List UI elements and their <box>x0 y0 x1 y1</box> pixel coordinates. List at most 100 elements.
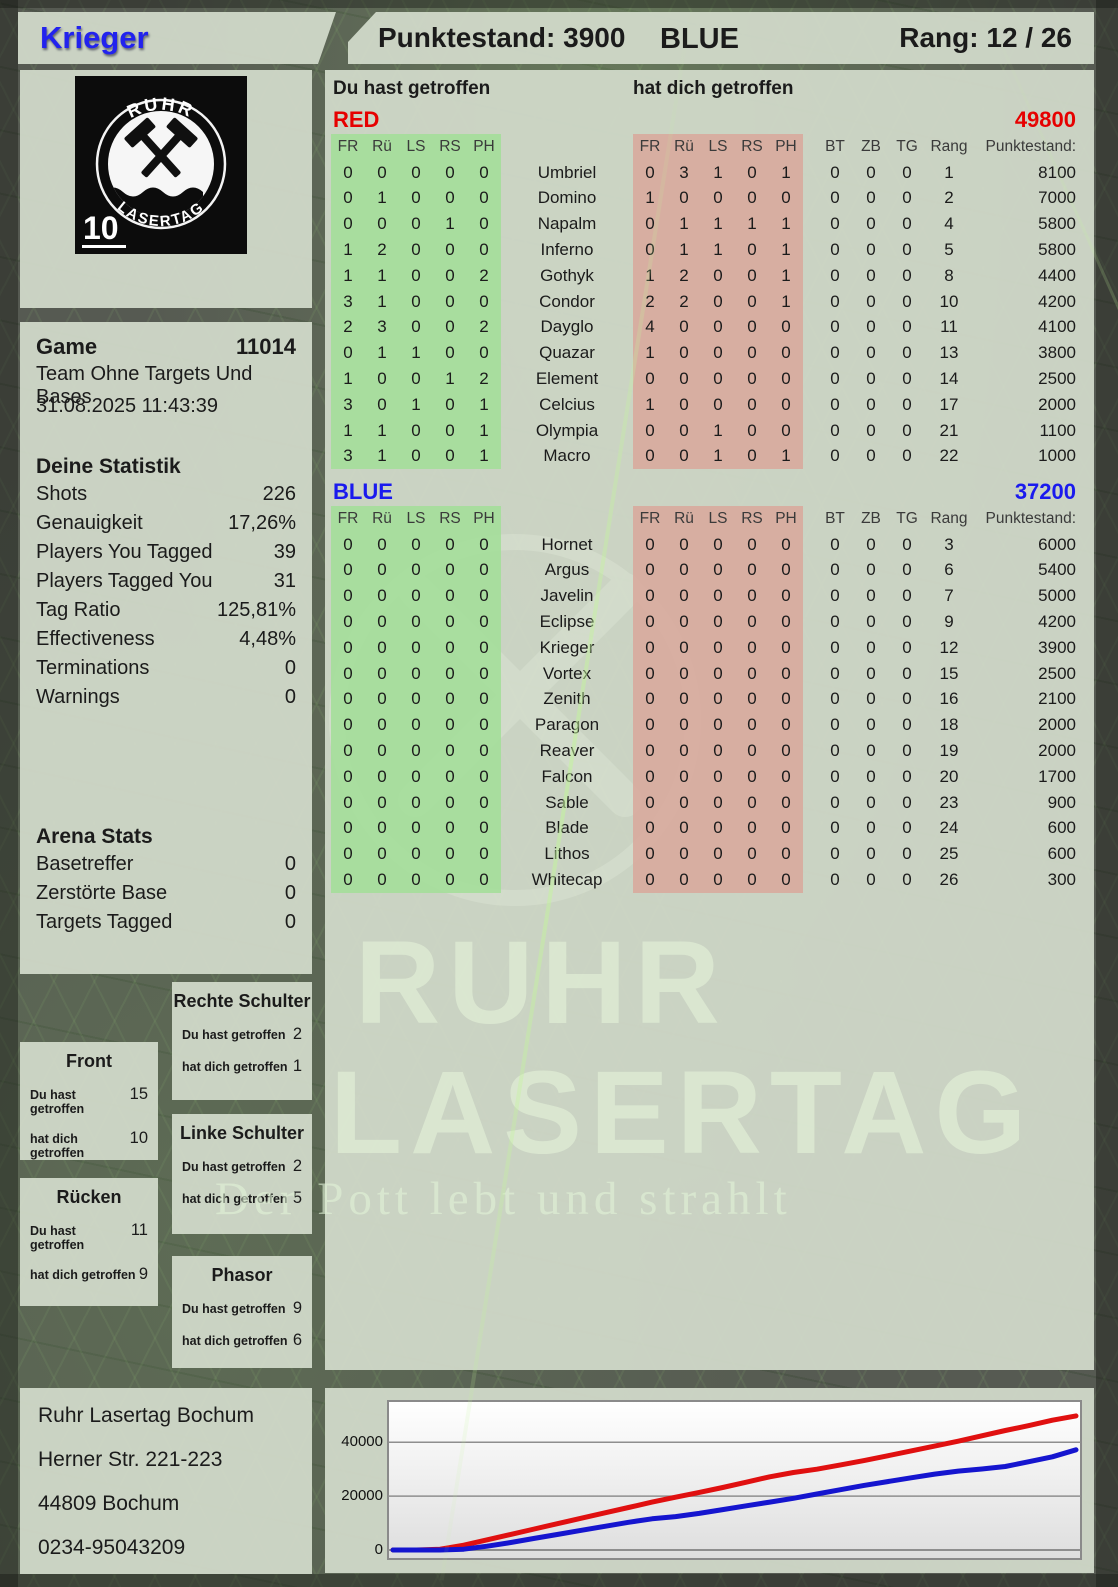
score-cell: 5400 <box>1038 560 1076 580</box>
you-hit-cell: 0 <box>467 867 501 893</box>
y-tick-label: 0 <box>374 1541 383 1558</box>
them-hit-cell: 0 <box>769 557 803 584</box>
you-hit-cell: 0 <box>467 609 501 635</box>
you-hit-cell: 0 <box>433 237 467 263</box>
you-hit-cell: 3 <box>331 391 365 418</box>
arena-row-value: 0 <box>284 911 296 933</box>
player-name-cell: Macro <box>543 446 591 466</box>
misc-cell: 0 <box>830 317 840 337</box>
them-hit-cell: 0 <box>769 609 803 635</box>
misc-cell: 0 <box>866 870 876 890</box>
team-total-score: 49800 <box>1014 107 1076 132</box>
you-hit-cell: 0 <box>365 660 399 687</box>
game-row: Game 11014 <box>20 334 312 363</box>
them-hit-cell: 1 <box>735 211 769 238</box>
them-hit-cell: 0 <box>735 340 769 367</box>
column-header: FR <box>331 134 365 160</box>
misc-cell: 0 <box>830 612 840 632</box>
you-hit-cell: 0 <box>399 159 433 186</box>
address-panel: Ruhr Lasertag Bochum Herner Str. 221-223 4… <box>20 1388 312 1574</box>
misc-cell: 0 <box>830 265 840 285</box>
them-hit-cell: 0 <box>633 634 667 661</box>
hit-zone-value: 9 <box>138 1265 148 1283</box>
score-cell: 4400 <box>1038 265 1076 285</box>
them-hit-cell: 0 <box>701 314 735 341</box>
them-hit-cell: 0 <box>667 609 701 635</box>
them-hit-cell: 0 <box>667 443 701 470</box>
you-hit-cell: 0 <box>467 815 501 842</box>
you-hit-cell: 1 <box>365 443 399 470</box>
you-hit-cell: 1 <box>365 185 399 212</box>
rank-cell: 14 <box>939 369 959 389</box>
them-hit-cell: 0 <box>735 185 769 212</box>
you-hit-cell: 0 <box>365 815 399 842</box>
them-hit-cell: 0 <box>633 712 667 739</box>
misc-cell: 0 <box>830 188 840 208</box>
them-hit-cell: 0 <box>667 583 701 610</box>
you-hit-cell: 0 <box>467 712 501 739</box>
team-title-row: RED 49800 <box>325 106 1094 134</box>
you-hit-cell: 0 <box>433 841 467 868</box>
them-hit-cell: 0 <box>667 557 701 584</box>
you-hit-cell: 0 <box>399 763 433 790</box>
column-header: FR <box>331 506 365 532</box>
you-hit-cell: 0 <box>399 583 433 610</box>
logo-badge-number: 10 <box>83 210 119 246</box>
them-hit-cell: 1 <box>769 211 803 238</box>
stat-row: Shots 226 <box>20 483 312 512</box>
you-hit-cell: 0 <box>433 417 467 444</box>
you-hit-cell: 0 <box>467 763 501 790</box>
address-line: Herner Str. 221-223 <box>38 1448 223 1471</box>
misc-cell: 0 <box>830 394 840 414</box>
misc-cell: 0 <box>902 766 912 786</box>
hit-zone-label: hat dich getroffen <box>182 1192 288 1206</box>
you-hit-cell: 0 <box>433 531 467 558</box>
misc-cell: 0 <box>866 369 876 389</box>
arena-rows: Basetreffer 0 Zerstörte Base 0 Targets Tagge… <box>20 853 312 940</box>
column-header: Rang <box>930 137 968 155</box>
them-hit-cell: 0 <box>633 583 667 610</box>
you-hit-cell: 0 <box>331 867 365 893</box>
player-row: 3 0 1 0 1 Celcius 1 0 0 0 0 0 0 0 17 2000 <box>325 391 1094 418</box>
them-hit-cell: 0 <box>769 841 803 868</box>
you-hit-cell: 0 <box>399 738 433 764</box>
you-hit-cell: 0 <box>433 686 467 713</box>
them-hit-cell: 0 <box>701 686 735 713</box>
hit-zone-row: Du hast getroffen 11 <box>20 1221 158 1252</box>
arena-row-label: Basetreffer <box>36 853 134 875</box>
score-cell: 1100 <box>1039 420 1076 440</box>
rank-cell: 8 <box>944 265 954 285</box>
hit-zone-box: Linke Schulter Du hast getroffen 2 hat dich… <box>172 1114 312 1234</box>
player-row: 0 0 0 0 0 Sable 0 0 0 0 0 0 0 0 23 900 <box>325 789 1094 816</box>
misc-cell: 0 <box>866 560 876 580</box>
score-cell: 4100 <box>1038 317 1076 337</box>
them-hit-cell: 0 <box>735 314 769 341</box>
column-header: PH <box>467 506 501 532</box>
score-cell: 2000 <box>1038 715 1076 735</box>
player-name-cell: Falcon <box>541 766 593 786</box>
address-line: Ruhr Lasertag Bochum <box>38 1404 254 1427</box>
you-hit-cell: 1 <box>399 340 433 367</box>
them-hit-cell: 0 <box>633 763 667 790</box>
them-hit-cell: 0 <box>769 738 803 764</box>
misc-cell: 0 <box>866 844 876 864</box>
you-hit-cell: 0 <box>399 417 433 444</box>
you-hit-cell: 0 <box>399 237 433 263</box>
you-hit-cell: 0 <box>467 340 501 367</box>
them-hit-cell: 1 <box>701 211 735 238</box>
them-hit-cell: 4 <box>633 314 667 341</box>
misc-cell: 0 <box>902 214 912 234</box>
table-header-row: FR Rü LS RS PH FR Rü LS RS PH BT ZB TG Rang Punktestan… <box>325 134 1094 160</box>
misc-cell: 0 <box>830 715 840 735</box>
player-row: 0 0 0 0 0 Zenith 0 0 0 0 0 0 0 0 16 2100 <box>325 686 1094 713</box>
them-hit-cell: 0 <box>667 185 701 212</box>
you-hit-cell: 0 <box>365 366 399 392</box>
player-row: 0 0 0 0 0 Umbriel 0 3 1 0 1 0 0 0 1 8100 <box>325 159 1094 186</box>
stat-row: Players You Tagged 39 <box>20 541 312 570</box>
them-hit-cell: 0 <box>667 531 701 558</box>
misc-cell: 0 <box>866 240 876 260</box>
them-hit-cell: 0 <box>769 366 803 392</box>
them-hit-cell: 0 <box>735 366 769 392</box>
them-hit-cell: 0 <box>735 712 769 739</box>
